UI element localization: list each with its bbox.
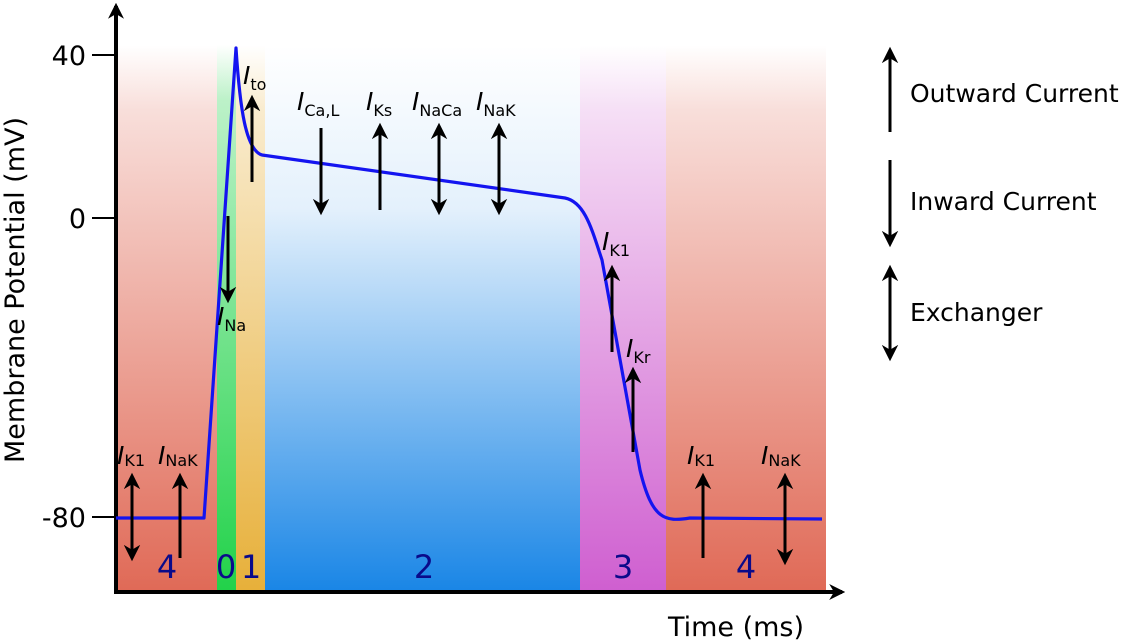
y-axis-title: Membrane Potential (mV) <box>0 117 31 463</box>
legend-label-exchanger: Exchanger <box>910 298 1043 327</box>
legend-label-inward: Inward Current <box>910 187 1097 216</box>
phase-label-0: 0 <box>216 548 236 586</box>
current-label-inak-right: INaK <box>761 441 801 470</box>
action-potential-trace <box>116 46 823 521</box>
phase-label-3: 3 <box>613 548 633 586</box>
phase-label-2: 2 <box>414 548 434 586</box>
current-label-iks: IKs <box>366 87 392 120</box>
phase-2-band <box>265 45 580 590</box>
phase-4-right-band <box>666 45 826 590</box>
y-tick-label-minus-80: -80 <box>42 503 86 534</box>
current-label-ik1-right: IK1 <box>687 441 715 470</box>
current-label-inaca: INaCa <box>412 87 462 120</box>
phase-labels: 4 0 1 2 3 4 <box>157 548 756 586</box>
axes: 40 0 -80 Membrane Potential (mV) Time (m… <box>0 2 846 643</box>
phase-label-1: 1 <box>241 548 261 586</box>
current-label-ina: INa <box>217 302 246 335</box>
current-label-ik1-mid: IK1 <box>602 227 630 260</box>
y-tick-label-0: 0 <box>69 204 86 235</box>
phase-label-4-right: 4 <box>736 548 756 586</box>
current-label-ical: ICa,L <box>297 87 339 120</box>
current-label-inak-mid: INaK <box>476 87 516 120</box>
current-label-inak-left: INaK <box>158 441 198 470</box>
current-arrows <box>123 94 794 566</box>
phase-0-band <box>217 45 236 590</box>
current-label-ito: Ito <box>243 61 266 94</box>
x-axis-title: Time (ms) <box>667 612 804 643</box>
current-labels: IK1 INaK INa Ito ICa,L IKs INaCa INaK IK… <box>117 61 801 470</box>
y-tick-label-40: 40 <box>52 41 86 72</box>
phase-label-4-left: 4 <box>157 548 177 586</box>
legend-label-outward: Outward Current <box>910 79 1119 108</box>
current-label-ik1-left: IK1 <box>117 441 145 470</box>
phase-bands <box>118 45 826 590</box>
phase-3-band <box>580 45 666 590</box>
current-label-ikr: IKr <box>626 334 651 367</box>
legend: Outward Current Inward Current Exchanger <box>881 46 1119 362</box>
